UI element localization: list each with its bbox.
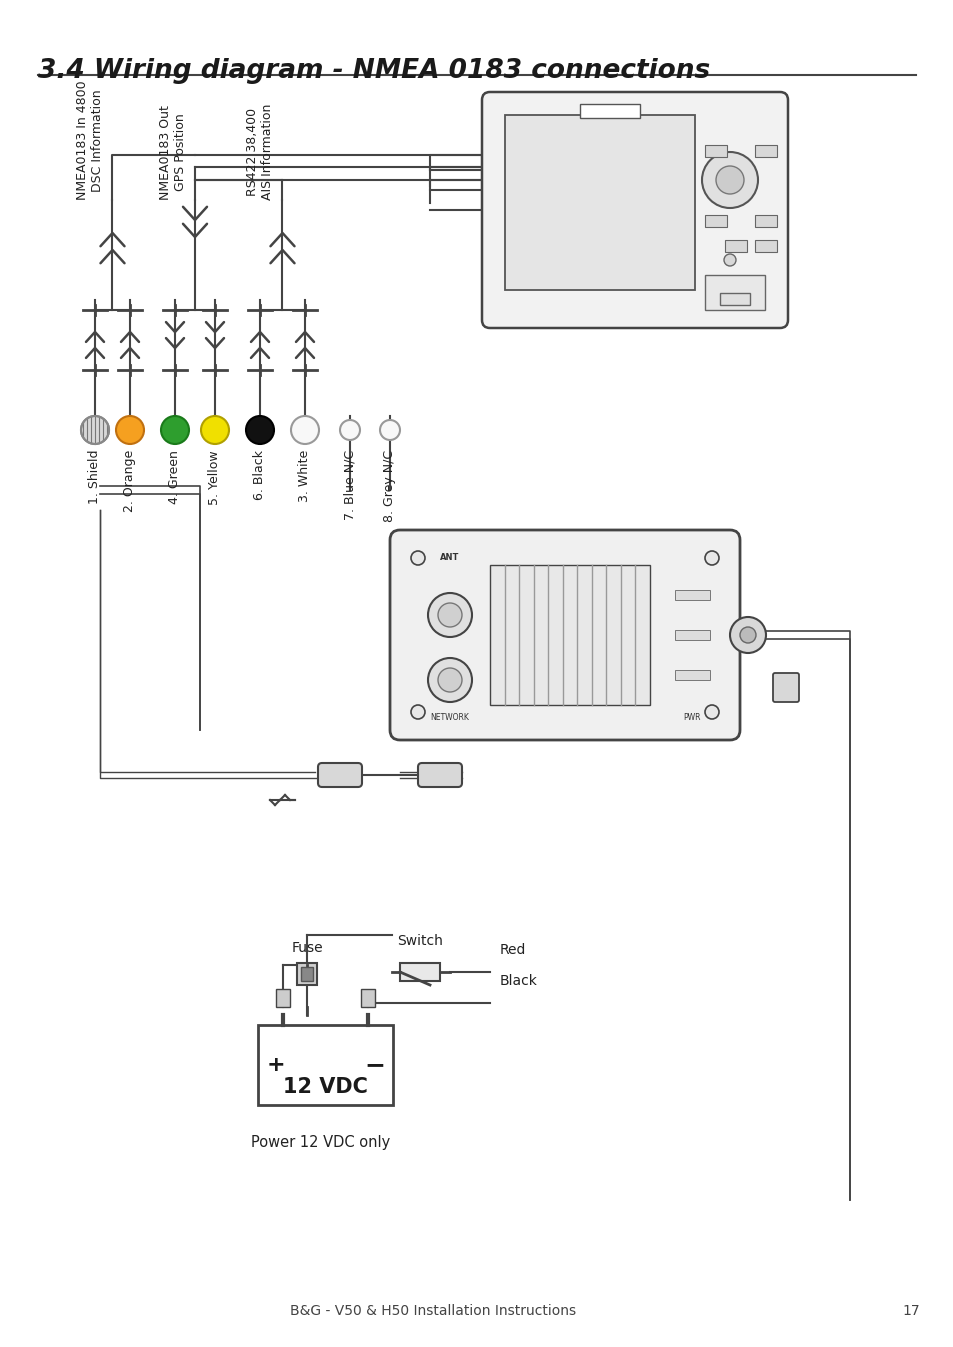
Bar bbox=[275, 989, 290, 1008]
Circle shape bbox=[379, 420, 399, 440]
Bar bbox=[579, 104, 639, 119]
Bar bbox=[301, 967, 313, 981]
Bar bbox=[720, 294, 749, 304]
Circle shape bbox=[716, 166, 743, 194]
Text: Fuse: Fuse bbox=[291, 942, 322, 955]
Bar bbox=[754, 216, 776, 228]
Circle shape bbox=[437, 603, 461, 626]
Circle shape bbox=[704, 551, 719, 564]
FancyBboxPatch shape bbox=[772, 674, 799, 702]
Text: 4. Green: 4. Green bbox=[169, 450, 181, 504]
Circle shape bbox=[740, 626, 755, 643]
Text: 5. Yellow: 5. Yellow bbox=[209, 450, 221, 505]
Bar bbox=[296, 963, 316, 985]
Text: 3. White: 3. White bbox=[298, 450, 312, 502]
Bar bbox=[675, 669, 709, 680]
Circle shape bbox=[411, 704, 424, 719]
Text: NMEA0183 In 4800
DSC Information: NMEA0183 In 4800 DSC Information bbox=[76, 81, 105, 199]
Circle shape bbox=[339, 420, 359, 440]
Bar bbox=[754, 145, 776, 158]
FancyBboxPatch shape bbox=[481, 92, 787, 329]
Circle shape bbox=[729, 617, 765, 653]
Bar bbox=[360, 989, 375, 1008]
Text: 1. Shield: 1. Shield bbox=[89, 450, 101, 505]
Text: NETWORK: NETWORK bbox=[430, 713, 469, 722]
Bar bbox=[675, 630, 709, 640]
Text: 8. Grey N/C: 8. Grey N/C bbox=[383, 450, 396, 523]
Bar bbox=[704, 145, 726, 158]
Circle shape bbox=[428, 593, 472, 637]
Text: Black: Black bbox=[499, 974, 537, 987]
Bar bbox=[490, 564, 649, 704]
Text: Power 12 VDC only: Power 12 VDC only bbox=[251, 1136, 390, 1150]
Circle shape bbox=[291, 416, 318, 445]
Text: Switch: Switch bbox=[396, 933, 442, 948]
Bar bbox=[675, 590, 709, 599]
Text: 12 VDC: 12 VDC bbox=[283, 1078, 368, 1096]
Bar bbox=[704, 275, 764, 310]
Bar bbox=[704, 216, 726, 228]
Text: 2. Orange: 2. Orange bbox=[123, 450, 136, 512]
Text: RS422 38,400
AIS Information: RS422 38,400 AIS Information bbox=[246, 104, 274, 199]
Text: Red: Red bbox=[499, 943, 526, 956]
Text: PWR: PWR bbox=[682, 713, 700, 722]
FancyBboxPatch shape bbox=[317, 762, 361, 787]
Text: NMEA0183 Out
GPS Position: NMEA0183 Out GPS Position bbox=[159, 105, 187, 199]
Circle shape bbox=[411, 551, 424, 564]
Circle shape bbox=[81, 416, 109, 445]
Circle shape bbox=[161, 416, 189, 445]
Text: B&G - V50 & H50 Installation Instructions: B&G - V50 & H50 Installation Instruction… bbox=[290, 1304, 576, 1317]
Circle shape bbox=[704, 704, 719, 719]
Circle shape bbox=[428, 657, 472, 702]
FancyBboxPatch shape bbox=[390, 529, 740, 740]
Text: −: − bbox=[364, 1053, 385, 1078]
Circle shape bbox=[437, 668, 461, 692]
Bar bbox=[754, 240, 776, 252]
Bar bbox=[724, 240, 746, 252]
Circle shape bbox=[116, 416, 144, 445]
Circle shape bbox=[701, 152, 758, 207]
Text: +: + bbox=[267, 1055, 285, 1075]
Text: 17: 17 bbox=[902, 1304, 919, 1317]
Bar bbox=[399, 963, 439, 981]
Text: ANT: ANT bbox=[440, 554, 459, 562]
Bar bbox=[504, 114, 695, 290]
Bar bbox=[257, 1025, 393, 1105]
Text: 3.4 Wiring diagram - NMEA 0183 connections: 3.4 Wiring diagram - NMEA 0183 connectio… bbox=[38, 58, 709, 84]
Circle shape bbox=[246, 416, 274, 445]
FancyBboxPatch shape bbox=[417, 762, 461, 787]
Circle shape bbox=[723, 255, 735, 265]
Text: 7. Blue N/C: 7. Blue N/C bbox=[343, 450, 356, 520]
Circle shape bbox=[201, 416, 229, 445]
Text: 6. Black: 6. Black bbox=[253, 450, 266, 500]
